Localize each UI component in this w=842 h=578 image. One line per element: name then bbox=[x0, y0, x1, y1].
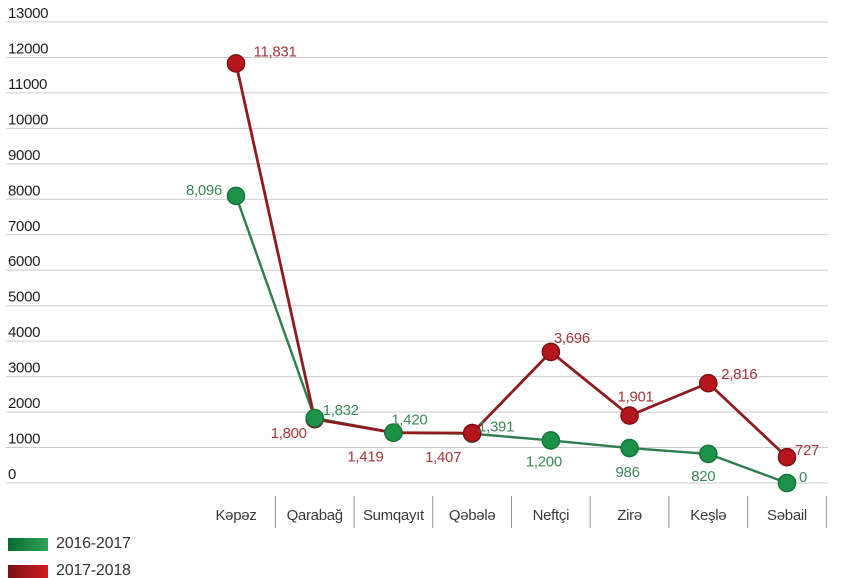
data-point-label-2016-2017: 1,200 bbox=[526, 453, 562, 470]
y-axis-tick-label: 11000 bbox=[8, 76, 47, 93]
data-point-label-2016-2017: 0 bbox=[799, 469, 807, 486]
data-point-label-2017-2018: 11,831 bbox=[254, 43, 297, 60]
data-point-label-2017-2018: 1,419 bbox=[347, 449, 383, 466]
data-point-2017-2018 bbox=[541, 342, 561, 362]
y-axis-tick-label: 4000 bbox=[8, 324, 40, 341]
y-axis-tick-label: 9000 bbox=[8, 147, 40, 164]
data-point-2016-2017 bbox=[541, 431, 561, 450]
legend-label: 2016-2017 bbox=[56, 535, 131, 552]
y-axis-tick-label: 5000 bbox=[8, 289, 40, 306]
data-point-label-2017-2018: 1,901 bbox=[618, 389, 654, 406]
legend: 2016-2017 2017-2018 bbox=[8, 535, 268, 578]
series-line-2017-2018 bbox=[234, 62, 789, 459]
y-axis-tick-label: 7000 bbox=[8, 218, 40, 235]
data-point-label-2017-2018: 727 bbox=[795, 442, 819, 459]
x-axis-category-label: Kəpəz bbox=[215, 507, 256, 524]
data-point-label-2017-2018: 1,407 bbox=[425, 449, 461, 466]
data-point-2016-2017 bbox=[305, 408, 325, 428]
legend-label: 2017-2018 bbox=[56, 562, 131, 578]
data-point-2017-2018 bbox=[620, 406, 639, 425]
data-point-label-2016-2017: 1,420 bbox=[391, 412, 427, 429]
y-axis-tick-label: 6000 bbox=[8, 253, 40, 270]
data-point-label-2016-2017: 820 bbox=[691, 468, 715, 485]
legend-swatch-green bbox=[8, 537, 48, 551]
data-point-label-2016-2017: 1,832 bbox=[323, 402, 359, 419]
x-axis-category-label: Qarabağ bbox=[287, 507, 343, 524]
data-point-label-2017-2018: 2,816 bbox=[721, 366, 757, 383]
data-point-label-2016-2017: 8,096 bbox=[186, 182, 222, 199]
data-point-2017-2018 bbox=[698, 373, 718, 393]
data-point-label-2016-2017: 986 bbox=[615, 464, 639, 481]
data-point-2017-2018 bbox=[226, 54, 246, 73]
x-axis-category-label: Sumqayıt bbox=[363, 507, 425, 524]
y-axis-tick-label: 3000 bbox=[8, 360, 40, 377]
y-axis-tick-label: 13000 bbox=[8, 5, 48, 22]
y-axis-tick-label: 10000 bbox=[8, 111, 48, 128]
x-axis-category-label: Keşlə bbox=[690, 507, 726, 524]
y-axis-tick-label: 1000 bbox=[8, 431, 40, 448]
data-point-2016-2017 bbox=[620, 438, 639, 458]
data-point-2016-2017 bbox=[698, 444, 718, 464]
legend-swatch-red bbox=[8, 564, 48, 578]
y-axis-tick-label: 0 bbox=[8, 466, 16, 483]
x-axis-category-label: Səbail bbox=[767, 507, 807, 524]
data-point-2016-2017 bbox=[777, 473, 797, 493]
data-point-label-2017-2018: 3,696 bbox=[554, 330, 590, 347]
x-axis-category-label: Qəbələ bbox=[449, 507, 496, 524]
x-axis-category-label: Neftçi bbox=[533, 507, 570, 524]
x-axis-category-label: Zirə bbox=[617, 507, 642, 524]
data-point-2017-2018 bbox=[462, 423, 482, 443]
data-point-2016-2017 bbox=[384, 423, 403, 442]
y-axis-tick-label: 2000 bbox=[8, 395, 40, 412]
data-point-label-2017-2018: 1,800 bbox=[271, 425, 307, 442]
legend-item-2016-2017: 2016-2017 bbox=[8, 535, 268, 552]
data-point-label-2016-2017: 1,391 bbox=[478, 419, 514, 436]
y-axis-tick-label: 8000 bbox=[8, 182, 40, 199]
data-point-2017-2018 bbox=[777, 447, 797, 467]
legend-item-2017-2018: 2017-2018 bbox=[8, 562, 268, 578]
series-line-2016-2017 bbox=[234, 194, 789, 485]
y-axis-tick-label: 12000 bbox=[8, 40, 48, 57]
data-point-2016-2017 bbox=[226, 186, 246, 206]
